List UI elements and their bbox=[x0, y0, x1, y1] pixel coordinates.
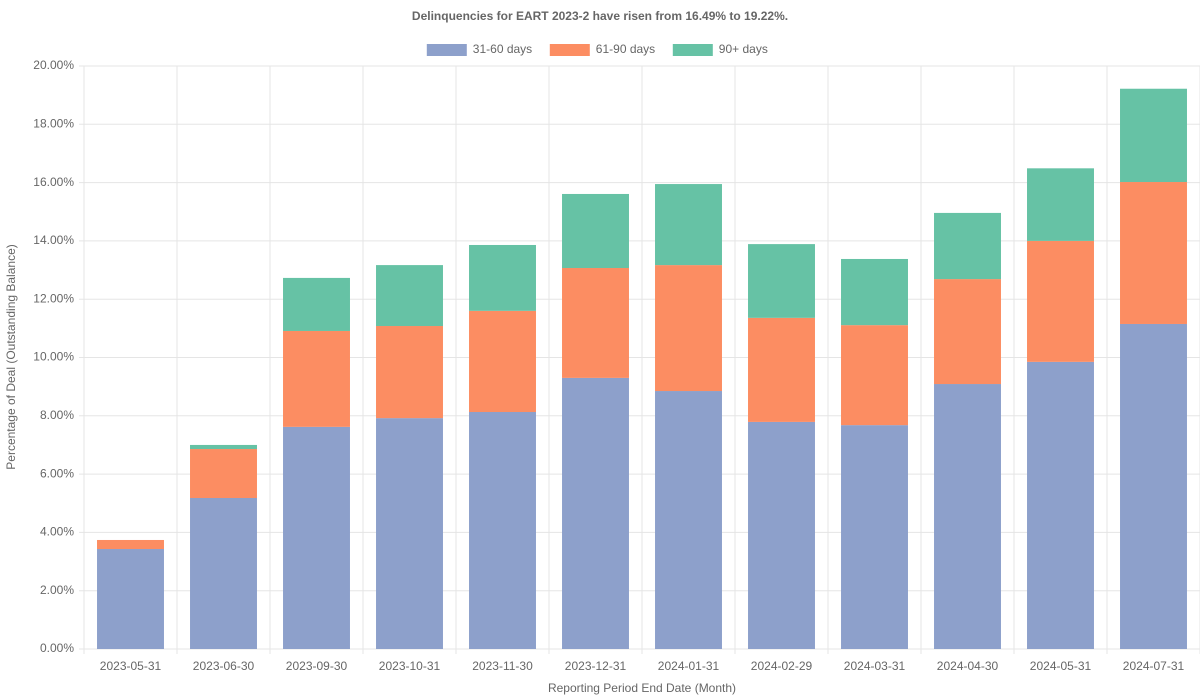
x-tick-label: 2023-12-31 bbox=[565, 659, 627, 673]
bar-segment bbox=[655, 184, 722, 266]
y-tick-label: 14.00% bbox=[33, 233, 74, 247]
x-tick-label: 2024-02-29 bbox=[751, 659, 813, 673]
bar-segment bbox=[1120, 88, 1187, 183]
bar-segment bbox=[1027, 361, 1094, 649]
legend-label: 31-60 days bbox=[473, 42, 532, 56]
legend-swatch bbox=[426, 44, 467, 56]
bar-segment bbox=[748, 421, 815, 649]
legend-swatch bbox=[549, 44, 590, 56]
bar-segment bbox=[934, 384, 1001, 649]
bar-segment bbox=[562, 377, 629, 649]
bar-segment bbox=[190, 498, 257, 649]
bar-segment bbox=[655, 265, 722, 392]
bar-segment bbox=[841, 325, 908, 426]
bar-segment bbox=[655, 391, 722, 649]
x-tick-label: 2023-11-30 bbox=[472, 659, 533, 673]
bar-segment bbox=[97, 539, 164, 550]
bar-segment bbox=[376, 326, 443, 419]
bar-segment bbox=[283, 426, 350, 649]
bar-segment bbox=[562, 268, 629, 378]
bar-segment bbox=[190, 449, 257, 499]
y-tick-label: 20.00% bbox=[33, 58, 74, 72]
y-tick-label: 4.00% bbox=[40, 525, 74, 539]
y-tick-label: 10.00% bbox=[33, 350, 74, 364]
bar-segment bbox=[283, 330, 350, 427]
x-axis-title: Reporting Period End Date (Month) bbox=[548, 681, 736, 695]
bar-segment bbox=[190, 444, 257, 450]
y-tick-label: 0.00% bbox=[40, 641, 74, 655]
y-axis-title: Percentage of Deal (Outstanding Balance) bbox=[4, 244, 18, 469]
x-tick-label: 2023-05-31 bbox=[100, 659, 162, 673]
bar-segment bbox=[934, 279, 1001, 385]
bar-segment bbox=[283, 277, 350, 331]
x-tick-label: 2024-03-31 bbox=[844, 659, 906, 673]
bar-segment bbox=[469, 412, 536, 649]
bar-segment bbox=[748, 317, 815, 422]
x-tick-label: 2024-04-30 bbox=[937, 659, 999, 673]
y-tick-label: 16.00% bbox=[33, 175, 74, 189]
y-tick-label: 12.00% bbox=[33, 291, 74, 305]
x-tick-label: 2023-09-30 bbox=[286, 659, 348, 673]
y-tick-label: 18.00% bbox=[33, 116, 74, 130]
bar-segment bbox=[562, 193, 629, 269]
bar-segment bbox=[469, 310, 536, 413]
x-tick-label: 2024-01-31 bbox=[658, 659, 720, 673]
bar-segment bbox=[1027, 168, 1094, 241]
bar-segment bbox=[934, 212, 1001, 280]
x-tick-label: 2024-05-31 bbox=[1030, 659, 1092, 673]
bar-segment bbox=[97, 549, 164, 649]
chart-title: Delinquencies for EART 2023-2 have risen… bbox=[412, 9, 788, 23]
bar-segment bbox=[1027, 240, 1094, 362]
x-tick-label: 2023-10-31 bbox=[379, 659, 441, 673]
legend-swatch bbox=[672, 44, 713, 56]
legend-label: 61-90 days bbox=[596, 42, 655, 56]
legend-label: 90+ days bbox=[719, 42, 768, 56]
bar-segment bbox=[841, 258, 908, 326]
x-tick-label: 2023-06-30 bbox=[193, 659, 255, 673]
bar-segment bbox=[1120, 323, 1187, 649]
bar-segment bbox=[748, 244, 815, 318]
bar-segment bbox=[469, 244, 536, 311]
y-tick-label: 6.00% bbox=[40, 466, 74, 480]
y-tick-label: 2.00% bbox=[40, 583, 74, 597]
bar-segment bbox=[376, 265, 443, 327]
bar-segment bbox=[1120, 182, 1187, 324]
bar-segment bbox=[841, 425, 908, 649]
x-tick-label: 2024-07-31 bbox=[1123, 659, 1185, 673]
bar-segment bbox=[376, 418, 443, 649]
y-tick-label: 8.00% bbox=[40, 408, 74, 422]
